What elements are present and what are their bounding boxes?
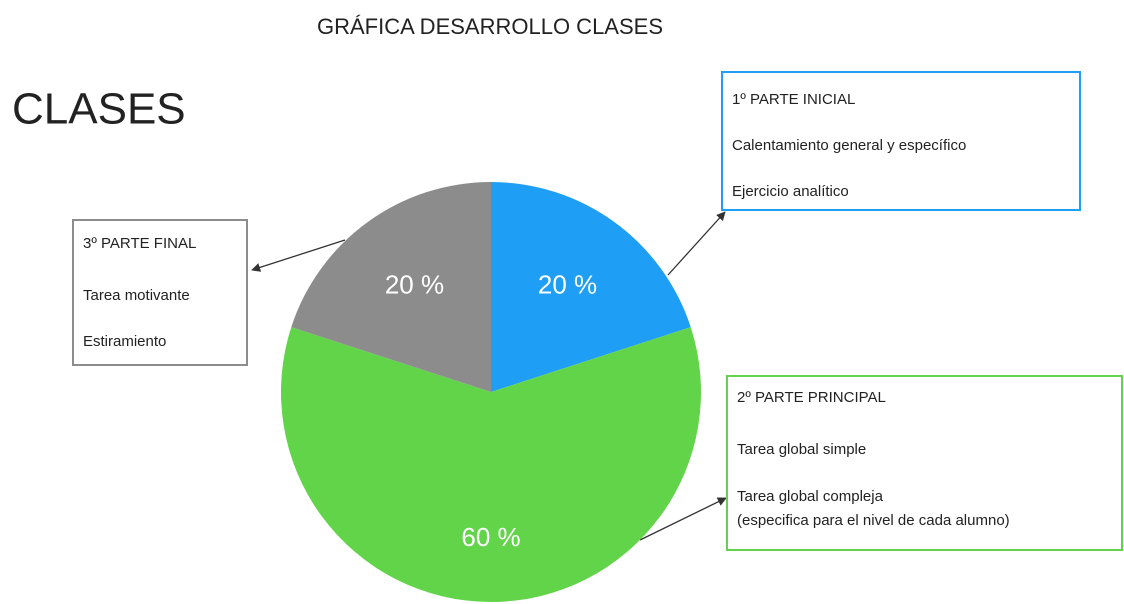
- callout-arrow: [667, 211, 726, 276]
- value-label: 20 %: [385, 270, 444, 300]
- callout-arrow: [251, 239, 346, 272]
- value-label: 20 %: [538, 270, 597, 300]
- callout-line: Estiramiento: [83, 333, 166, 350]
- callout-title: 1º PARTE INICIAL: [732, 91, 855, 108]
- callout-title: 2º PARTE PRINCIPAL: [737, 389, 886, 406]
- callout-line: Ejercicio analítico: [732, 183, 849, 200]
- callout-box: [721, 71, 1081, 211]
- callout-box: [72, 219, 248, 366]
- value-label: 60 %: [461, 522, 520, 552]
- pie-slice: [281, 327, 701, 602]
- callout-arrow: [639, 497, 727, 541]
- callout-line: Calentamiento general y específico: [732, 137, 966, 154]
- callout-line: Tarea global compleja: [737, 488, 884, 505]
- heading: CLASES: [12, 85, 186, 134]
- pie-slice: [491, 182, 691, 392]
- chart-title: GRÁFICA DESARROLLO CLASES: [317, 14, 663, 39]
- pie-slice: [291, 182, 491, 392]
- callout-title: 3º PARTE FINAL: [83, 235, 196, 252]
- callout-line: Tarea global simple: [737, 441, 866, 458]
- callout-line: (especifica para el nivel de cada alumno…: [737, 512, 1010, 529]
- callout-line: Tarea motivante: [83, 287, 190, 304]
- callout-box: [726, 375, 1123, 551]
